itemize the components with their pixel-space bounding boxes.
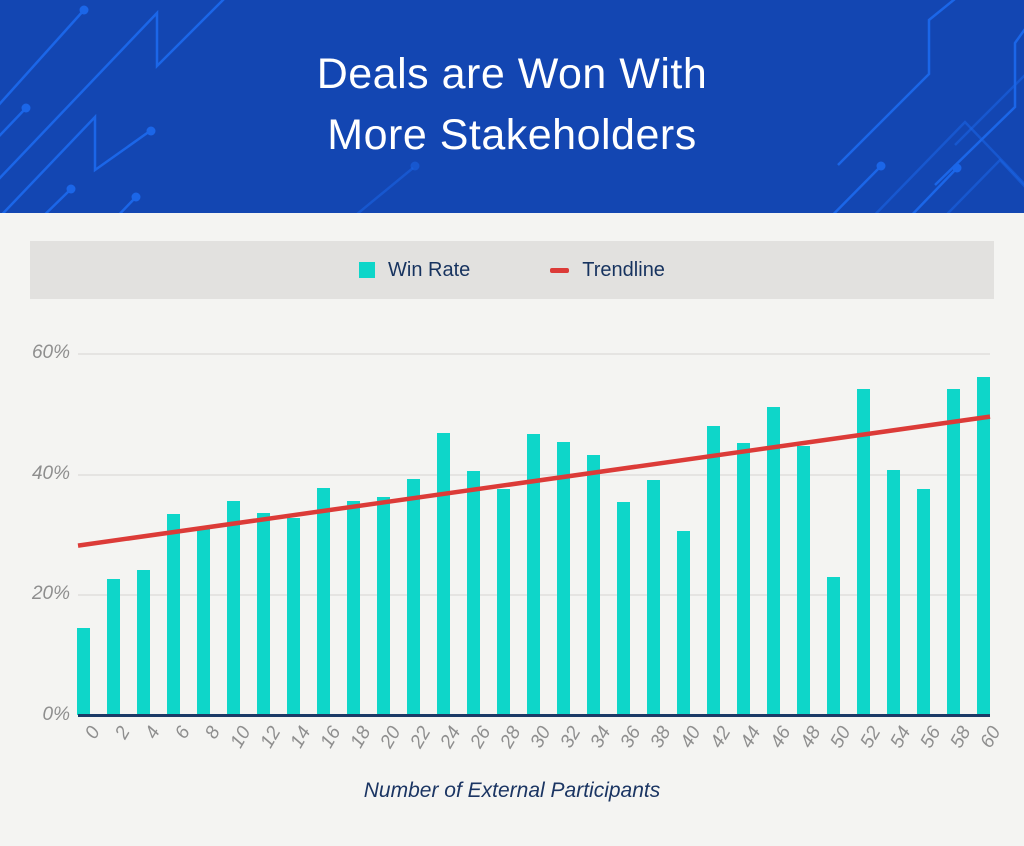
legend: Win Rate Trendline [30, 241, 994, 299]
bar [436, 432, 450, 716]
legend-label-trendline: Trendline [582, 258, 665, 281]
y-tick-label: 20% [31, 583, 70, 605]
y-tick-label: 40% [31, 462, 70, 484]
gridline [78, 353, 990, 355]
bar [826, 576, 840, 716]
win-rate-square-icon [359, 262, 376, 278]
page-title-line2: More Stakeholders [327, 111, 697, 159]
bar [556, 441, 570, 716]
bar [316, 488, 330, 716]
bar [676, 531, 690, 716]
page-title-line1: Deals are Won With [316, 50, 708, 98]
x-axis-line [78, 714, 990, 717]
bar [76, 627, 90, 716]
trendline-dash-icon [550, 267, 570, 273]
bar [226, 501, 240, 716]
bar [706, 425, 720, 716]
bar [796, 446, 810, 716]
bar [346, 501, 360, 716]
y-tick-label: 0% [42, 703, 70, 725]
bar [256, 513, 270, 716]
bar [196, 528, 210, 716]
bar [766, 407, 780, 716]
bar [136, 569, 150, 716]
bar [646, 479, 660, 716]
legend-label-win-rate: Win Rate [388, 258, 471, 281]
bar [166, 514, 180, 716]
legend-item-trendline: Trendline [550, 259, 665, 282]
bar [106, 579, 120, 716]
bar [376, 496, 390, 716]
bar [466, 471, 480, 716]
x-axis-title: Number of External Participants [363, 779, 661, 802]
bar [286, 518, 300, 716]
y-tick-label: 60% [31, 342, 70, 364]
bar [856, 388, 870, 716]
bar [886, 470, 900, 716]
legend-item-win-rate: Win Rate [359, 259, 470, 282]
bar [496, 488, 510, 716]
circuit-pattern-decoration [0, 0, 1024, 213]
bar [976, 376, 990, 716]
bar [586, 455, 600, 716]
bar [526, 433, 540, 716]
page-title: Deals are Won With More Stakeholders [0, 44, 1024, 166]
bar [736, 443, 750, 716]
bar [616, 502, 630, 716]
header-banner: Deals are Won With More Stakeholders [0, 0, 1024, 213]
bar [406, 479, 420, 716]
bar [916, 488, 930, 716]
bar [946, 388, 960, 716]
